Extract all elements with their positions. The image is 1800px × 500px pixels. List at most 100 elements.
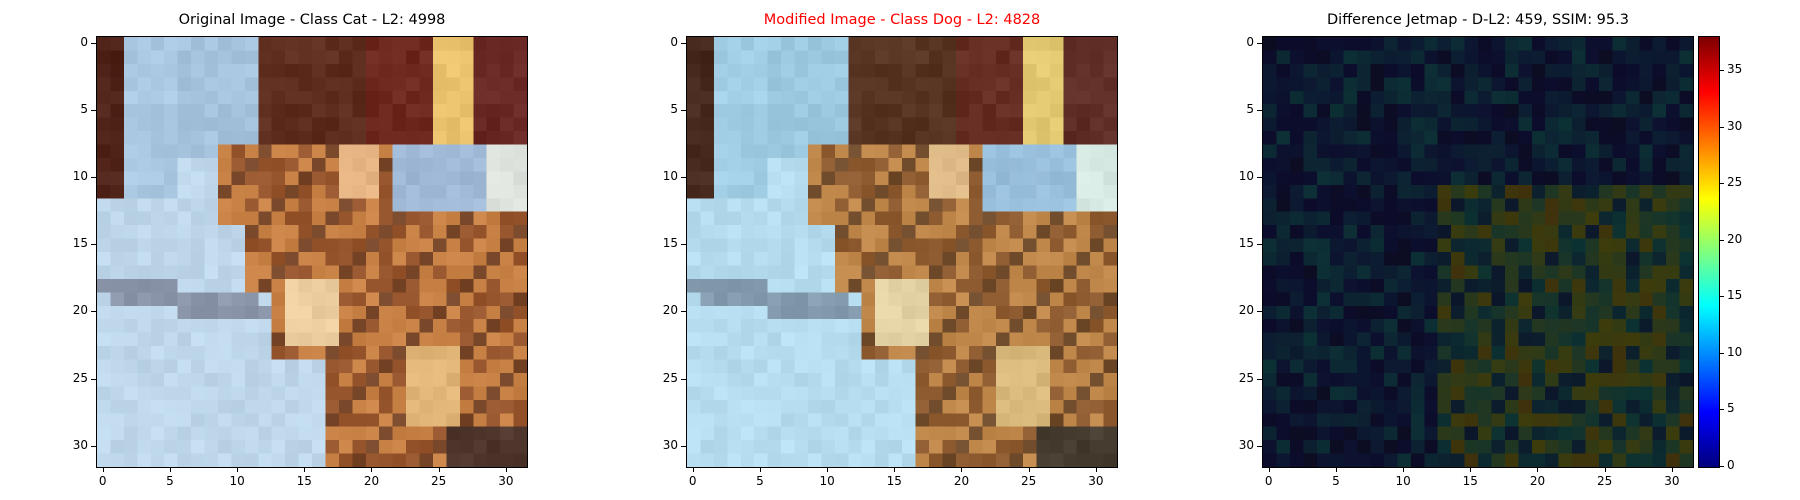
x-tick-label: 30 [1664, 474, 1680, 488]
colorbar-tick-label: 30 [1727, 118, 1743, 133]
x-tick-label: 10 [229, 474, 245, 488]
colorbar-tick-label: 20 [1727, 231, 1743, 246]
difference-jetmap-image [1262, 36, 1694, 468]
colorbar-tick-label: 5 [1727, 401, 1735, 416]
y-tick-label: 30 [72, 437, 88, 452]
x-tick-mark [759, 467, 761, 472]
y-tick-mark [91, 378, 96, 380]
x-tick-mark [894, 467, 896, 472]
x-tick-label: 20 [953, 474, 970, 488]
x-tick-label: 20 [1529, 474, 1546, 488]
colorbar-tick-label: 35 [1727, 61, 1743, 76]
y-tick-mark [681, 311, 686, 313]
x-tick-mark [102, 467, 104, 472]
y-tick-mark [1257, 244, 1262, 246]
y-tick-mark [1257, 445, 1262, 447]
colorbar-tick-label: 0 [1727, 458, 1735, 472]
colorbar-tick-mark [1719, 239, 1724, 241]
x-tick-mark [1403, 467, 1405, 472]
x-tick-label: 10 [819, 474, 835, 488]
x-tick-mark [692, 467, 694, 472]
y-tick-label: 30 [662, 437, 678, 452]
y-tick-mark [1257, 177, 1262, 179]
x-tick-label: 25 [431, 474, 447, 488]
x-tick-mark [505, 467, 507, 472]
y-tick-mark [91, 244, 96, 246]
modified-image [686, 36, 1118, 468]
x-tick-mark [1268, 467, 1270, 472]
x-tick-mark [1095, 467, 1097, 472]
colorbar-tick-mark [1719, 352, 1724, 354]
x-tick-label: 5 [1332, 474, 1340, 488]
y-tick-mark [91, 109, 96, 111]
y-tick-label: 15 [662, 236, 678, 251]
y-tick-label: 10 [662, 169, 678, 184]
y-tick-mark [1257, 378, 1262, 380]
x-tick-mark [961, 467, 963, 472]
x-tick-mark [1028, 467, 1030, 472]
y-tick-label: 5 [80, 101, 88, 116]
y-tick-mark [681, 42, 686, 44]
y-tick-mark [91, 177, 96, 179]
colorbar-tick-label: 10 [1727, 344, 1743, 359]
y-tick-mark [681, 177, 686, 179]
x-tick-label: 0 [1264, 474, 1273, 488]
original-image [96, 36, 528, 468]
y-tick-label: 0 [670, 34, 678, 49]
colorbar-tick-mark [1719, 126, 1724, 128]
x-tick-label: 15 [296, 474, 312, 488]
y-tick-label: 10 [1238, 169, 1254, 184]
x-tick-mark [371, 467, 373, 472]
y-tick-label: 25 [662, 370, 678, 385]
x-tick-mark [1470, 467, 1472, 472]
y-tick-mark [1257, 109, 1262, 111]
colorbar-tick-mark [1719, 296, 1724, 298]
y-tick-mark [91, 311, 96, 313]
x-tick-label: 15 [886, 474, 902, 488]
x-tick-label: 10 [1395, 474, 1411, 488]
colorbar-tick-mark [1719, 69, 1724, 71]
x-tick-label: 25 [1021, 474, 1037, 488]
x-tick-mark [827, 467, 829, 472]
x-tick-mark [1671, 467, 1673, 472]
x-tick-label: 30 [1088, 474, 1104, 488]
x-tick-mark [1537, 467, 1539, 472]
y-tick-label: 20 [662, 303, 678, 318]
y-tick-mark [681, 378, 686, 380]
y-tick-label: 5 [670, 101, 678, 116]
x-tick-label: 0 [688, 474, 697, 488]
y-tick-label: 20 [72, 303, 88, 318]
y-tick-mark [1257, 42, 1262, 44]
y-tick-mark [1257, 311, 1262, 313]
x-tick-mark [1604, 467, 1606, 472]
y-tick-label: 20 [1238, 303, 1254, 318]
y-tick-label: 15 [1238, 236, 1254, 251]
colorbar-tick-label: 15 [1727, 288, 1743, 303]
x-tick-mark [438, 467, 440, 472]
y-tick-label: 15 [72, 236, 88, 251]
y-tick-mark [681, 244, 686, 246]
x-tick-label: 25 [1597, 474, 1613, 488]
y-tick-label: 25 [1238, 370, 1254, 385]
x-tick-label: 30 [498, 474, 514, 488]
x-tick-mark [169, 467, 171, 472]
x-tick-label: 15 [1462, 474, 1478, 488]
y-tick-label: 5 [1246, 101, 1254, 116]
colorbar [1698, 36, 1720, 468]
x-tick-label: 5 [166, 474, 174, 488]
colorbar-tick-mark [1719, 183, 1724, 185]
y-tick-label: 0 [80, 34, 88, 49]
x-tick-label: 0 [98, 474, 107, 488]
y-tick-label: 0 [1246, 34, 1254, 49]
y-tick-mark [91, 42, 96, 44]
x-tick-mark [304, 467, 306, 472]
y-tick-label: 10 [72, 169, 88, 184]
panel-title-modified: Modified Image - Class Dog - L2: 4828 [763, 12, 1041, 28]
colorbar-tick-label: 25 [1727, 175, 1743, 190]
y-tick-mark [681, 445, 686, 447]
panel-title-original: Original Image - Class Cat - L2: 4998 [178, 12, 446, 28]
x-tick-label: 20 [363, 474, 380, 488]
colorbar-tick-mark [1719, 466, 1724, 467]
x-tick-label: 5 [756, 474, 764, 488]
y-tick-label: 25 [72, 370, 88, 385]
